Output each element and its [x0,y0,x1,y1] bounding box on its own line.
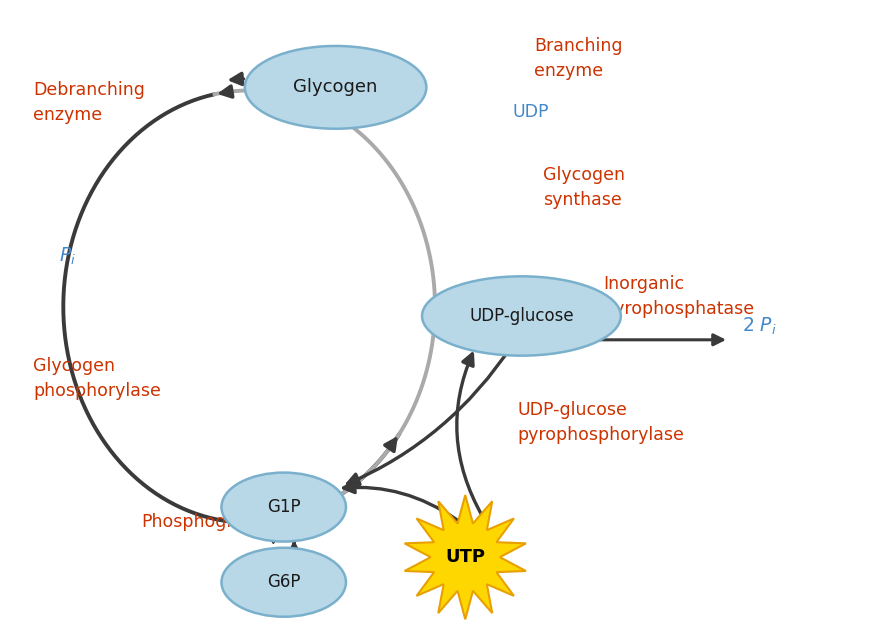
Text: phosphorylase: phosphorylase [33,382,161,400]
FancyArrowPatch shape [456,354,482,516]
Text: PP$_i$: PP$_i$ [476,316,504,337]
Text: 2 $P_i$: 2 $P_i$ [741,316,776,337]
Text: synthase: synthase [542,191,621,209]
Text: G6P: G6P [267,573,300,592]
Text: $P_i$: $P_i$ [59,246,76,267]
Text: Inorganic: Inorganic [603,276,684,293]
Text: Phosphoglucomutase: Phosphoglucomutase [141,513,328,532]
FancyArrowPatch shape [343,482,456,520]
Text: enzyme: enzyme [534,63,603,80]
Text: UDP-glucose: UDP-glucose [468,307,573,325]
Ellipse shape [421,276,620,356]
Text: Branching: Branching [534,37,622,55]
Text: pyrophosphorylase: pyrophosphorylase [516,425,683,444]
Text: Glycogen: Glycogen [33,356,115,375]
Text: UDP: UDP [512,104,548,121]
Text: UDP-glucose: UDP-glucose [516,401,627,418]
Text: pyrophosphatase: pyrophosphatase [603,300,753,319]
Ellipse shape [222,548,346,617]
Text: G1P: G1P [267,498,300,516]
Polygon shape [404,495,526,619]
Text: Glycogen: Glycogen [293,78,377,96]
Ellipse shape [244,46,426,129]
Text: enzyme: enzyme [33,106,102,124]
Ellipse shape [222,473,346,542]
Text: Debranching: Debranching [33,81,145,99]
FancyArrowPatch shape [348,344,512,484]
Text: Glycogen: Glycogen [542,166,624,184]
Text: UTP: UTP [445,548,485,566]
